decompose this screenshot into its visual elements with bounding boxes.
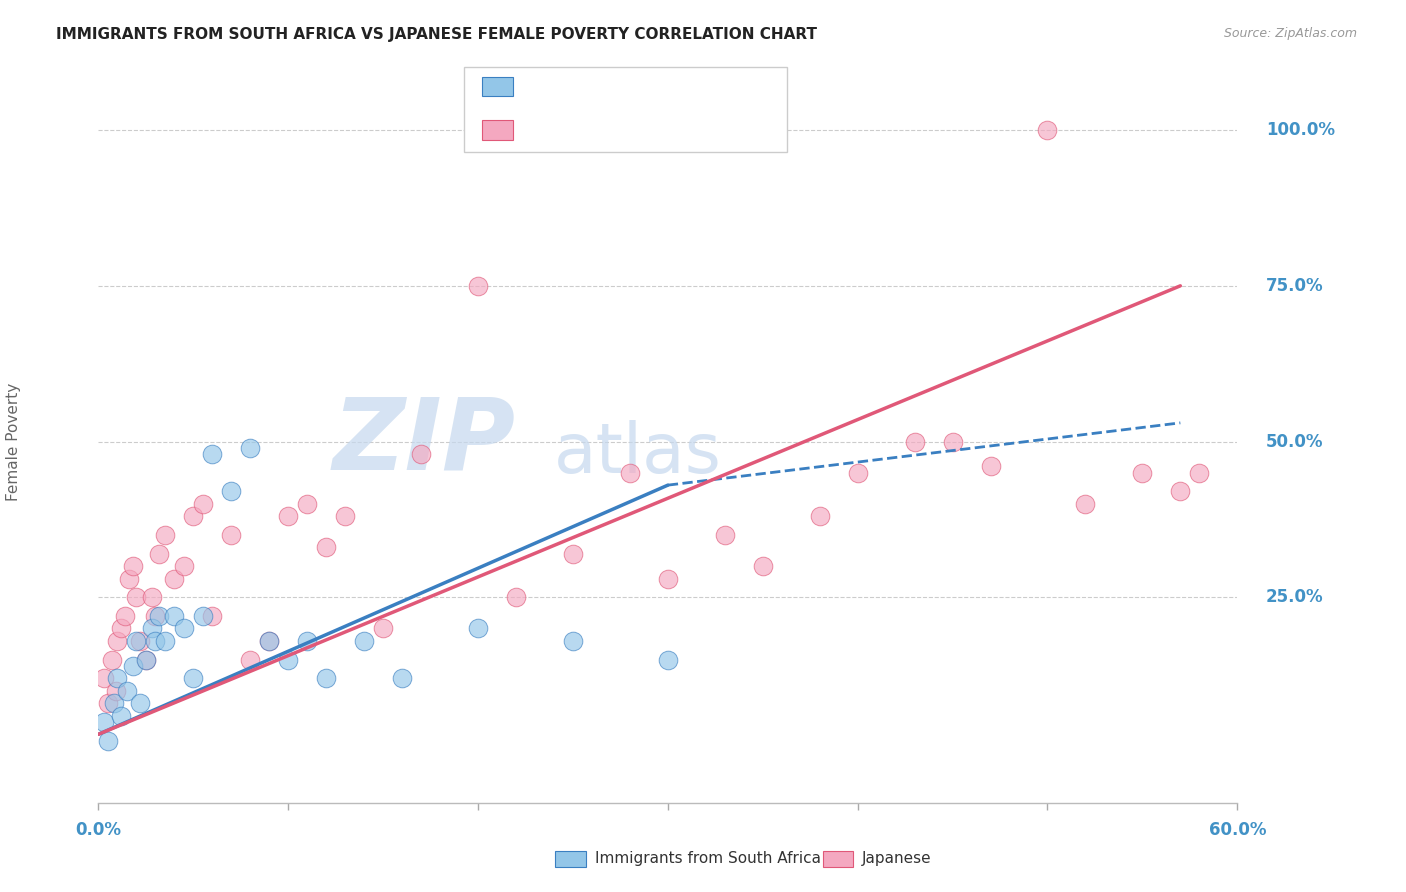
Point [371,621,394,635]
Point [315,541,337,555]
Text: 0.0%: 0.0% [76,822,121,839]
Point [277,509,299,524]
Point [297,633,319,648]
Point [125,591,148,605]
Text: Immigrants from South Africa: Immigrants from South Africa [595,851,821,865]
Text: R = 0.584   N = 30: R = 0.584 N = 30 [522,78,706,95]
Point [467,621,489,635]
Point [201,447,224,461]
Point [153,633,176,648]
Point [259,633,281,648]
Point [562,547,585,561]
Point [808,509,831,524]
Text: Female Poverty: Female Poverty [6,383,21,500]
Point [129,696,152,710]
Point [277,652,299,666]
Text: 100.0%: 100.0% [1265,121,1334,139]
Point [93,714,115,729]
Point [118,572,141,586]
Point [103,696,125,710]
Point [1188,466,1211,480]
Text: IMMIGRANTS FROM SOUTH AFRICA VS JAPANESE FEMALE POVERTY CORRELATION CHART: IMMIGRANTS FROM SOUTH AFRICA VS JAPANESE… [56,27,817,42]
Point [619,466,641,480]
Point [335,509,357,524]
Point [183,671,205,685]
Text: 50.0%: 50.0% [1265,433,1323,450]
Point [121,658,143,673]
Point [163,609,186,624]
Point [110,708,132,723]
Point [657,572,679,586]
Point [121,559,143,574]
Point [148,609,170,624]
Point [942,434,965,449]
Point [153,528,176,542]
Point [1132,466,1154,480]
Point [145,609,167,624]
Point [239,652,262,666]
Point [173,559,195,574]
Text: Source: ZipAtlas.com: Source: ZipAtlas.com [1223,27,1357,40]
Point [353,633,375,648]
Point [315,671,337,685]
Point [752,559,775,574]
Point [173,621,195,635]
Point [259,633,281,648]
Point [107,671,129,685]
Point [135,652,157,666]
Point [163,572,186,586]
Text: 25.0%: 25.0% [1265,588,1323,607]
Point [97,733,120,747]
Point [562,633,585,648]
Point [505,591,527,605]
Point [145,633,167,648]
Point [125,633,148,648]
Point [114,609,136,624]
Text: Japanese: Japanese [862,851,932,865]
Point [115,683,138,698]
Point [846,466,869,480]
Point [1036,123,1059,137]
Text: ZIP: ZIP [333,393,516,490]
Point [201,609,224,624]
Point [107,633,129,648]
Point [110,621,132,635]
Point [191,609,214,624]
Point [191,497,214,511]
Point [141,621,163,635]
Point [239,441,262,455]
Point [129,633,152,648]
Point [221,484,243,499]
Point [411,447,433,461]
Point [221,528,243,542]
Text: atlas: atlas [554,420,721,488]
Point [1170,484,1192,499]
Point [391,671,413,685]
Point [1074,497,1097,511]
Point [93,671,115,685]
Point [183,509,205,524]
Point [297,497,319,511]
Text: 75.0%: 75.0% [1265,277,1323,295]
Point [467,278,489,293]
Point [104,683,127,698]
Text: R = 0.648   N = 47: R = 0.648 N = 47 [522,121,706,139]
Point [904,434,927,449]
Point [97,696,120,710]
Point [141,591,163,605]
Point [657,652,679,666]
Text: 60.0%: 60.0% [1209,822,1265,839]
Point [979,459,1001,474]
Point [100,652,122,666]
Point [714,528,737,542]
Point [148,547,170,561]
Point [135,652,157,666]
